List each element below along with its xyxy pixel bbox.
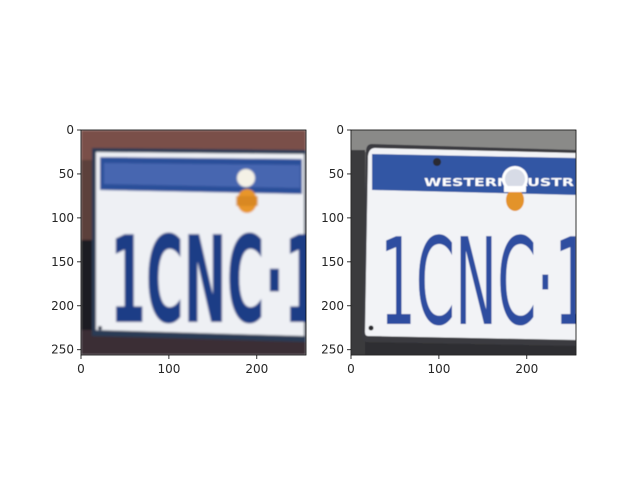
right-plate-text: 1CNC·1 <box>380 214 590 353</box>
right-plate-header: WESTERN AUSTR <box>424 176 575 189</box>
left-x-tick-label: 200 <box>245 362 268 376</box>
right-x-tick-label: 0 <box>347 362 355 376</box>
right-y-tick-label: 150 <box>321 255 344 269</box>
right-y-tick-label: 250 <box>321 343 344 357</box>
left-plate-image: 1CNC·1 <box>81 130 320 355</box>
right-x-tick-label: 200 <box>515 362 538 376</box>
left-y-tick-label: 250 <box>51 343 74 357</box>
right-plate-image: WESTERN AUSTR 1CNC·1 <box>351 130 590 355</box>
left-y-tick-label: 50 <box>59 167 74 181</box>
right-y-tick-label: 0 <box>336 123 344 137</box>
right-panel: WESTERN AUSTR 1CNC·1 <box>350 129 590 356</box>
left-y-tick-label: 150 <box>51 255 74 269</box>
right-y-tick-label: 100 <box>321 211 344 225</box>
left-x-tick-label: 100 <box>157 362 180 376</box>
left-y-tick-label: 100 <box>51 211 74 225</box>
left-y-tick-label: 0 <box>66 123 74 137</box>
right-y-tick-label: 50 <box>329 167 344 181</box>
right-y-tick-label: 200 <box>321 299 344 313</box>
right-x-tick-label: 100 <box>427 362 450 376</box>
left-plate-text: 1CNC·1 <box>110 212 320 351</box>
left-y-tick-label: 200 <box>51 299 74 313</box>
left-panel: 1CNC·1 <box>80 129 320 356</box>
left-x-tick-label: 0 <box>77 362 85 376</box>
